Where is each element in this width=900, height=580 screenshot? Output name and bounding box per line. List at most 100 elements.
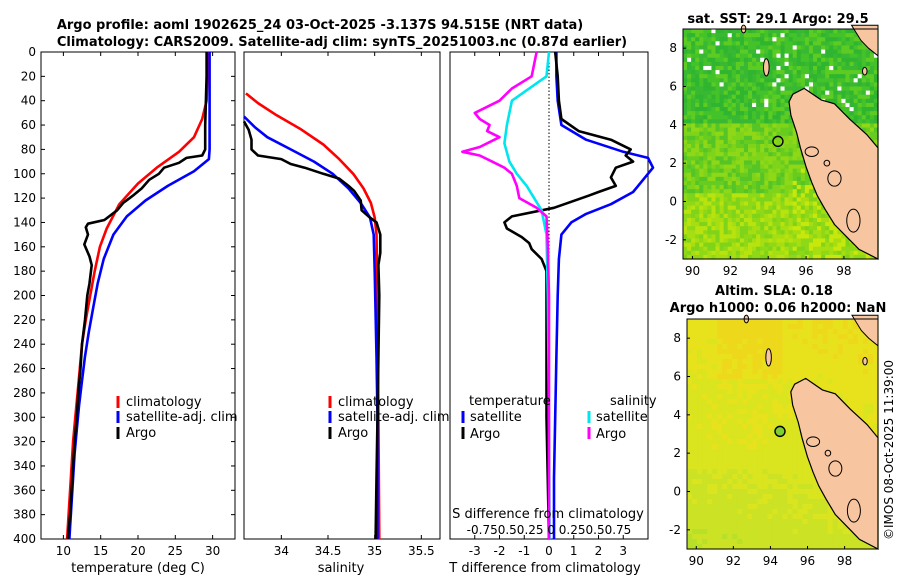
map-cell bbox=[735, 90, 741, 96]
map-cell bbox=[800, 61, 806, 67]
map-cell bbox=[707, 33, 713, 38]
map-cell bbox=[687, 144, 692, 149]
map-cell bbox=[752, 102, 757, 108]
map-cell bbox=[692, 399, 698, 405]
map-cell bbox=[821, 226, 826, 231]
map-cell bbox=[764, 82, 769, 88]
map-cell bbox=[768, 201, 773, 207]
map-cell bbox=[760, 119, 765, 125]
map-cell bbox=[687, 168, 692, 174]
map-cell bbox=[853, 65, 859, 71]
map-cell bbox=[867, 354, 874, 360]
map-cell bbox=[802, 514, 809, 520]
map-cell bbox=[764, 205, 769, 211]
map-cell bbox=[697, 319, 703, 325]
map-cell bbox=[747, 404, 753, 410]
map-cell bbox=[717, 414, 723, 420]
map-cell bbox=[772, 389, 779, 395]
map-cell bbox=[735, 37, 741, 42]
series-difference-panel-s-argo bbox=[461, 51, 551, 539]
map-cell bbox=[787, 349, 794, 355]
map-cell bbox=[743, 172, 749, 178]
map-cell bbox=[723, 193, 729, 198]
map-cell bbox=[732, 319, 738, 325]
map-cell bbox=[776, 107, 782, 112]
map-cell bbox=[772, 419, 779, 425]
map-cell bbox=[782, 334, 789, 340]
map-cell bbox=[862, 404, 869, 410]
map-cell bbox=[767, 429, 774, 435]
map-cell bbox=[807, 509, 814, 515]
island bbox=[765, 348, 772, 367]
map-cell bbox=[804, 234, 810, 240]
map-cell bbox=[827, 529, 834, 535]
map-cell bbox=[804, 37, 810, 42]
map-cell bbox=[772, 469, 779, 475]
map-cell bbox=[862, 354, 869, 360]
map-cell bbox=[727, 544, 733, 550]
map-cell bbox=[737, 349, 743, 355]
map-cell bbox=[847, 404, 854, 410]
map-cell bbox=[727, 193, 733, 198]
map-cell bbox=[767, 369, 774, 375]
map-cell bbox=[727, 334, 733, 340]
map-cell bbox=[865, 115, 871, 120]
map-cell bbox=[703, 131, 708, 137]
map-cell bbox=[792, 193, 798, 198]
map-cell bbox=[702, 404, 708, 410]
depth-tick-label: 120 bbox=[13, 191, 36, 205]
map-cell bbox=[707, 65, 713, 71]
map-cell bbox=[768, 94, 773, 100]
map-cell bbox=[808, 222, 814, 227]
map-cell bbox=[719, 172, 725, 178]
map-cell bbox=[717, 349, 723, 355]
map-cell bbox=[777, 484, 784, 490]
map-cell bbox=[787, 404, 794, 410]
map-cell bbox=[727, 152, 733, 157]
map-cell bbox=[797, 329, 804, 335]
map-cell bbox=[777, 379, 784, 385]
map-cell bbox=[792, 414, 799, 420]
map-cell bbox=[869, 90, 875, 96]
map-cell bbox=[837, 45, 843, 51]
map-cell bbox=[727, 205, 733, 211]
x-tick-label: -2 bbox=[494, 544, 506, 558]
map-cell bbox=[788, 86, 794, 92]
map-cell bbox=[757, 489, 763, 495]
map-cell bbox=[787, 329, 794, 335]
map-cell bbox=[849, 250, 855, 256]
map-cell bbox=[707, 389, 713, 395]
map-cell bbox=[768, 41, 773, 47]
map-cell bbox=[792, 444, 799, 450]
map-cell bbox=[760, 246, 765, 252]
map-cell bbox=[780, 222, 786, 227]
map-cell bbox=[782, 514, 789, 520]
map-cell bbox=[762, 349, 769, 355]
map-cell bbox=[841, 70, 847, 75]
map-cell bbox=[841, 61, 847, 67]
map-cell bbox=[707, 324, 713, 330]
map-cell bbox=[841, 234, 847, 240]
map-cell bbox=[707, 504, 713, 510]
map-cell bbox=[719, 201, 725, 207]
map-cell bbox=[683, 234, 688, 240]
map-cell bbox=[727, 449, 733, 455]
map-cell bbox=[780, 45, 786, 51]
map-cell bbox=[727, 185, 733, 190]
map-cell bbox=[782, 359, 789, 365]
map-cell bbox=[784, 160, 790, 166]
map-cell bbox=[780, 172, 786, 178]
map-cell bbox=[817, 384, 824, 390]
sla-map-title-2: Argo h1000: 0.06 h2000: NaN bbox=[670, 301, 887, 316]
map-cell bbox=[702, 519, 708, 525]
map-cell bbox=[683, 172, 688, 178]
map-cell bbox=[764, 135, 769, 141]
map-cell bbox=[776, 74, 782, 79]
map-cell bbox=[808, 74, 814, 79]
map-cell bbox=[748, 33, 753, 38]
map-cell bbox=[723, 185, 729, 190]
map-cell bbox=[787, 369, 794, 375]
map-cell bbox=[813, 53, 818, 59]
map-cell bbox=[788, 61, 794, 67]
map-cell bbox=[807, 359, 814, 365]
